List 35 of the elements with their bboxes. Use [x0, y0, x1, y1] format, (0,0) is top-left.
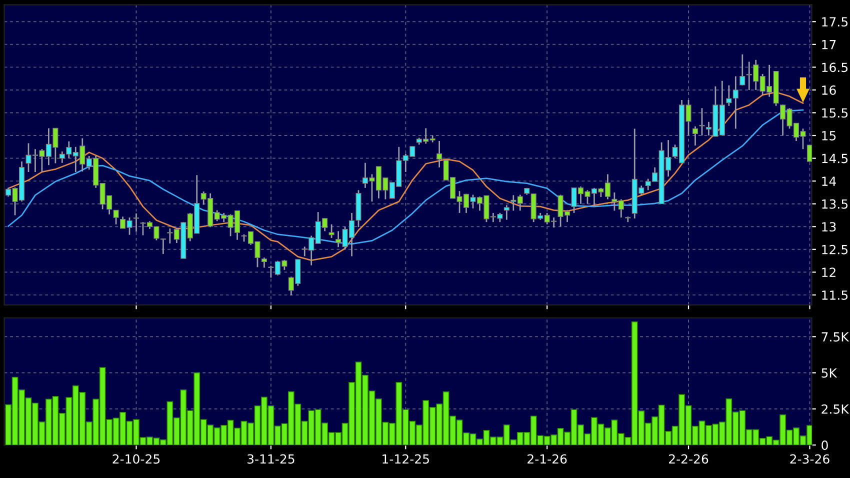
- y-tick-label: 5K: [822, 368, 838, 378]
- y-tick-label: 16.5: [822, 62, 848, 72]
- candlestick: [692, 126, 698, 146]
- y-tick-label: 16: [822, 85, 836, 95]
- candlestick: [113, 210, 119, 226]
- y-tick-label: 13: [822, 222, 836, 232]
- candlestick: [726, 84, 732, 107]
- x-tick-label: 2-2-26: [669, 454, 708, 464]
- y-tick-label: 7.5K: [822, 332, 850, 342]
- y-tick-label: 15.5: [822, 108, 848, 118]
- y-tick-label: 12: [822, 268, 836, 277]
- y-tick-label: 0: [822, 440, 828, 450]
- candlestick: [261, 256, 267, 268]
- y-tick-label: 17: [822, 40, 836, 50]
- candlestick: [732, 76, 738, 130]
- y-tick-label: 14: [822, 176, 836, 186]
- y-tick-label: 15: [822, 131, 836, 140]
- candlestick: [806, 144, 812, 162]
- y-tick-label: 2.5K: [822, 404, 850, 414]
- y-tick-label: 14.5: [822, 154, 848, 164]
- candlestick: [133, 212, 140, 232]
- candlestick: [699, 107, 705, 136]
- x-tick-label: 1-12-25: [382, 454, 429, 464]
- y-tick-label: 12.5: [822, 244, 848, 254]
- x-tick-label: 2-3-26: [790, 454, 830, 464]
- y-tick-label: 11.5: [822, 290, 848, 300]
- candlestick: [328, 224, 334, 239]
- candlestick: [740, 54, 746, 86]
- y-tick-label: 13.5: [822, 199, 848, 209]
- y-tick-label: 17.5: [822, 17, 848, 27]
- x-tick-label: 3-11-25: [248, 454, 294, 464]
- candlestick: [504, 204, 510, 220]
- x-tick-label: 2-1-26: [528, 454, 567, 464]
- x-tick-label: 2-10-25: [112, 454, 160, 464]
- candlestick: [436, 140, 442, 168]
